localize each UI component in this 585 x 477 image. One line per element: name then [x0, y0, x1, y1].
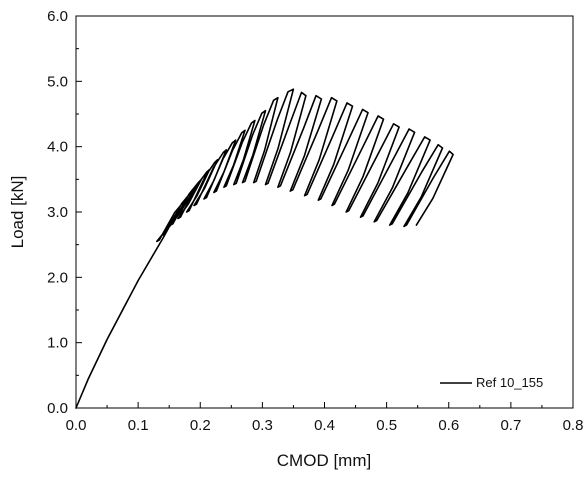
- legend-label: Ref 10_155: [476, 375, 543, 390]
- x-tick-label: 0.5: [376, 417, 397, 434]
- x-tick-label: 0.4: [314, 417, 335, 434]
- plot-area: [75, 15, 574, 409]
- y-axis-title: Load [kN]: [8, 176, 27, 249]
- legend: Ref 10_155: [440, 375, 543, 390]
- y-tick-label: 3.0: [47, 204, 68, 221]
- x-tick-label: 0.0: [66, 417, 87, 434]
- x-tick-label: 0.8: [563, 417, 584, 434]
- x-tick-label: 0.3: [252, 417, 273, 434]
- x-tick-label: 0.7: [500, 417, 521, 434]
- plot-frame: [75, 15, 574, 409]
- x-tick-label: 0.1: [128, 417, 149, 434]
- series-line-0: [75, 88, 454, 409]
- y-tick-label: 0.0: [47, 400, 68, 417]
- axes: 0.0 0.1 0.2 0.3 0.4 0.5 0.6 0.7 0.8 0.0 1.0 2.0 3.0 4…: [47, 8, 583, 434]
- y-tick-label: 5.0: [47, 73, 68, 90]
- y-tick-label: 4.0: [47, 139, 68, 156]
- x-tick-label: 0.6: [438, 417, 459, 434]
- x-axis-title: CMOD [mm]: [277, 451, 371, 470]
- y-tick-label: 2.0: [47, 269, 68, 286]
- x-tick-label: 0.2: [190, 417, 211, 434]
- series-group: [75, 88, 454, 409]
- y-tick-label: 1.0: [47, 335, 68, 352]
- y-tick-label: 6.0: [47, 8, 68, 25]
